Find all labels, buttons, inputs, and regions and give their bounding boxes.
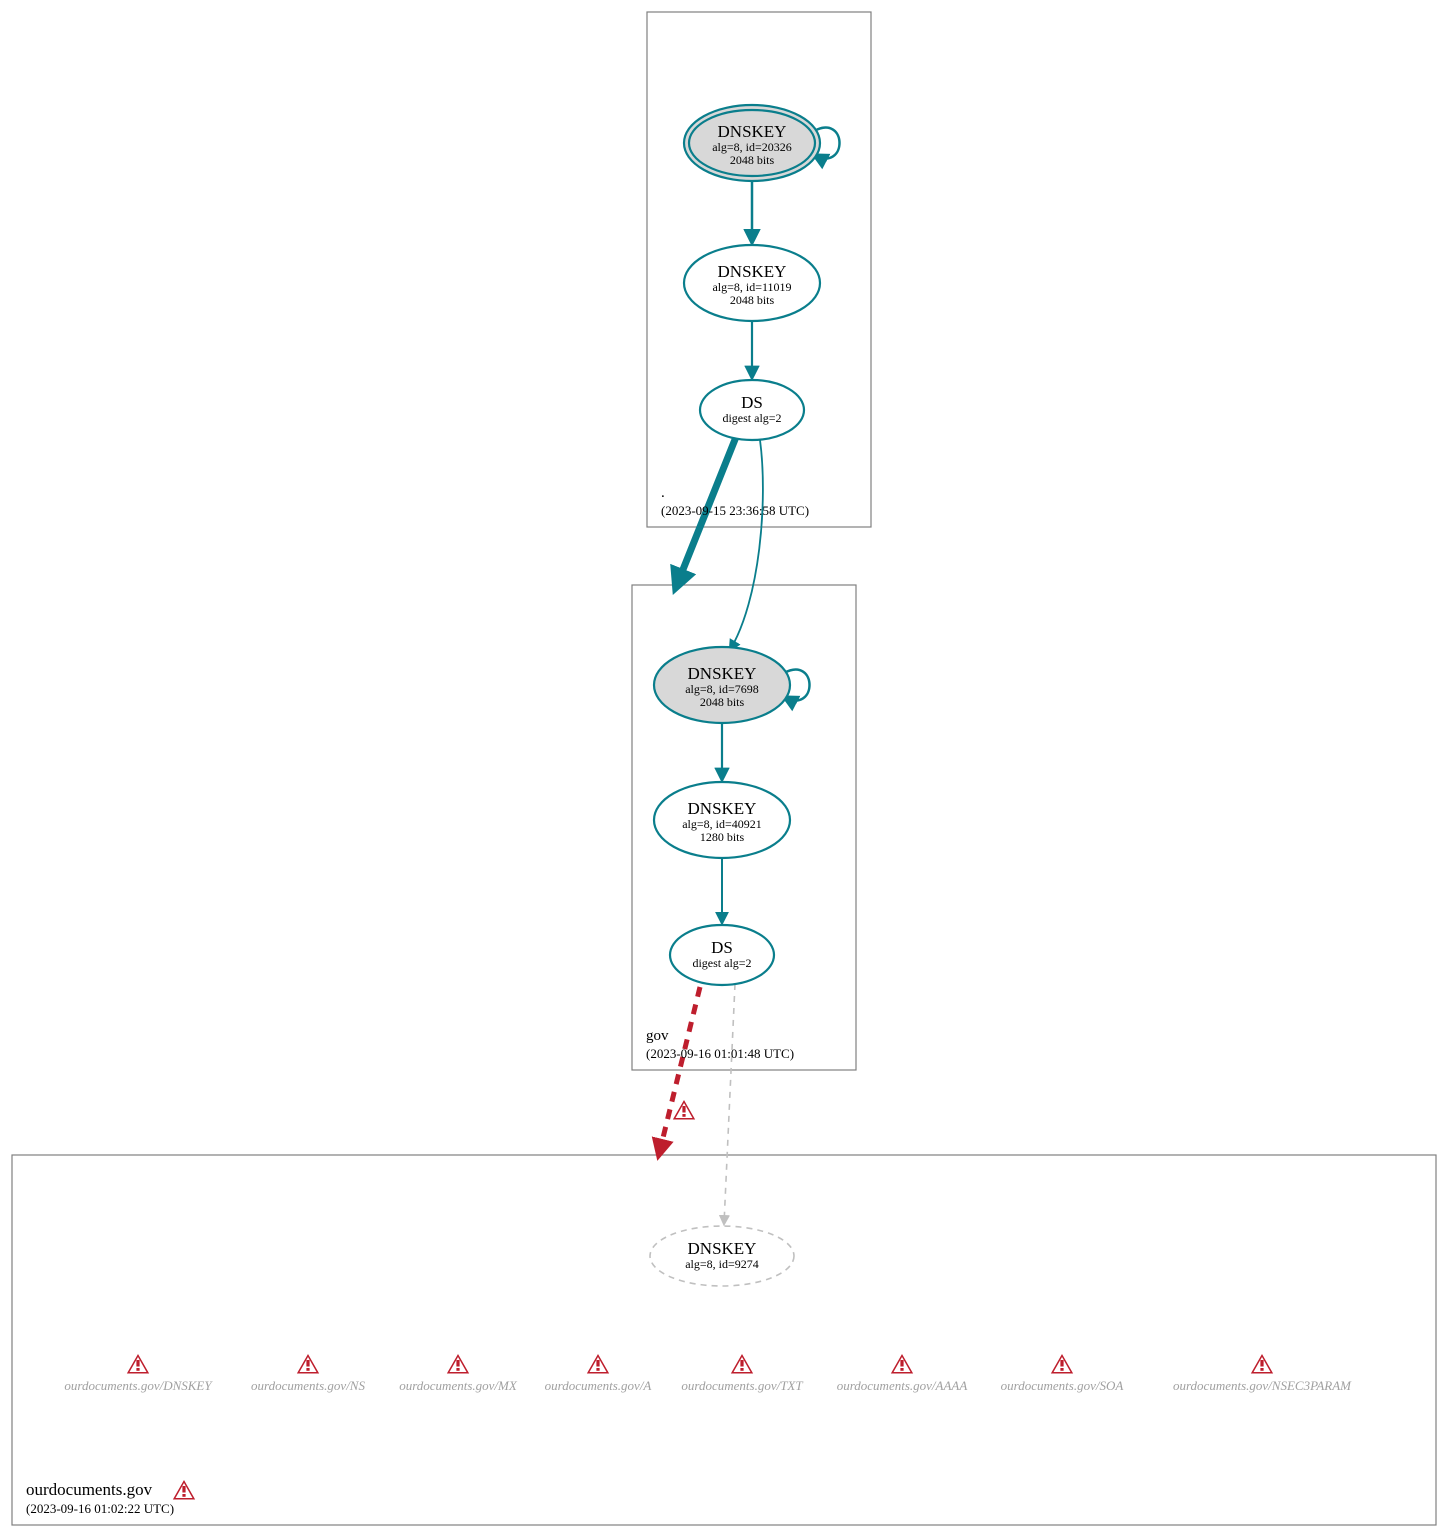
warning-icon: [126, 1353, 150, 1374]
warning-icon: [672, 1099, 696, 1120]
node-title: DNSKEY: [688, 664, 757, 683]
warning-icon: [1250, 1353, 1274, 1374]
node-sub1: alg=8, id=40921: [682, 817, 762, 831]
zone-label-root: .: [661, 485, 665, 501]
warning-icon: [1050, 1353, 1074, 1374]
node-sub1: digest alg=2: [722, 411, 781, 425]
rr-label: ourdocuments.gov/DNSKEY: [64, 1378, 213, 1393]
node-title: DNSKEY: [718, 122, 787, 141]
node-sub1: alg=8, id=11019: [712, 280, 791, 294]
rr-label: ourdocuments.gov/A: [545, 1378, 652, 1393]
warning-icon: [890, 1353, 914, 1374]
zone-timestamp-root: (2023-09-15 23:36:58 UTC): [661, 503, 809, 518]
node-sub2: 2048 bits: [730, 153, 775, 167]
node-root-zsk: DNSKEYalg=8, id=110192048 bits: [684, 245, 820, 321]
dnssec-diagram: DNSKEYalg=8, id=203262048 bitsDNSKEYalg=…: [0, 0, 1448, 1537]
rr-label: ourdocuments.gov/SOA: [1001, 1378, 1124, 1393]
node-sub2: 2048 bits: [700, 695, 745, 709]
node-root-ksk: DNSKEYalg=8, id=203262048 bits: [684, 105, 820, 181]
node-title: DNSKEY: [688, 1239, 757, 1258]
zone-timestamp-gov: (2023-09-16 01:01:48 UTC): [646, 1046, 794, 1061]
edge-delegation-error: [660, 987, 700, 1150]
warning-icon: [730, 1353, 754, 1374]
rr-label: ourdocuments.gov/NS: [251, 1378, 365, 1393]
warning-icon: [586, 1353, 610, 1374]
rr-label: ourdocuments.gov/NSEC3PARAM: [1173, 1378, 1352, 1393]
node-sub1: alg=8, id=9274: [685, 1257, 759, 1271]
node-title: DNSKEY: [688, 799, 757, 818]
edge-curve: [730, 440, 763, 650]
warning-icon: [296, 1353, 320, 1374]
node-title: DS: [711, 938, 733, 957]
edge-dashed: [724, 984, 735, 1224]
node-sub1: digest alg=2: [692, 956, 751, 970]
zone-label-gov: gov: [646, 1028, 669, 1044]
node-sub2: 1280 bits: [700, 830, 745, 844]
node-gov-ksk: DNSKEYalg=8, id=76982048 bits: [654, 647, 790, 723]
zone-box-ourdocs: [12, 1155, 1436, 1525]
node-root-ds: DSdigest alg=2: [700, 380, 804, 440]
rr-label: ourdocuments.gov/MX: [399, 1378, 518, 1393]
node-sub1: alg=8, id=20326: [712, 140, 792, 154]
node-title: DS: [741, 393, 763, 412]
zone-label-ourdocs: ourdocuments.gov: [26, 1480, 153, 1499]
zone-timestamp-ourdocs: (2023-09-16 01:02:22 UTC): [26, 1501, 174, 1516]
node-ourdocs-dnskey: DNSKEYalg=8, id=9274: [650, 1226, 794, 1286]
node-sub2: 2048 bits: [730, 293, 775, 307]
node-gov-zsk: DNSKEYalg=8, id=409211280 bits: [654, 782, 790, 858]
warning-icon: [446, 1353, 470, 1374]
rr-label: ourdocuments.gov/TXT: [681, 1378, 803, 1393]
rr-label: ourdocuments.gov/AAAA: [837, 1378, 968, 1393]
node-gov-ds: DSdigest alg=2: [670, 925, 774, 985]
warning-icon: [172, 1479, 196, 1500]
node-sub1: alg=8, id=7698: [685, 682, 759, 696]
node-title: DNSKEY: [718, 262, 787, 281]
